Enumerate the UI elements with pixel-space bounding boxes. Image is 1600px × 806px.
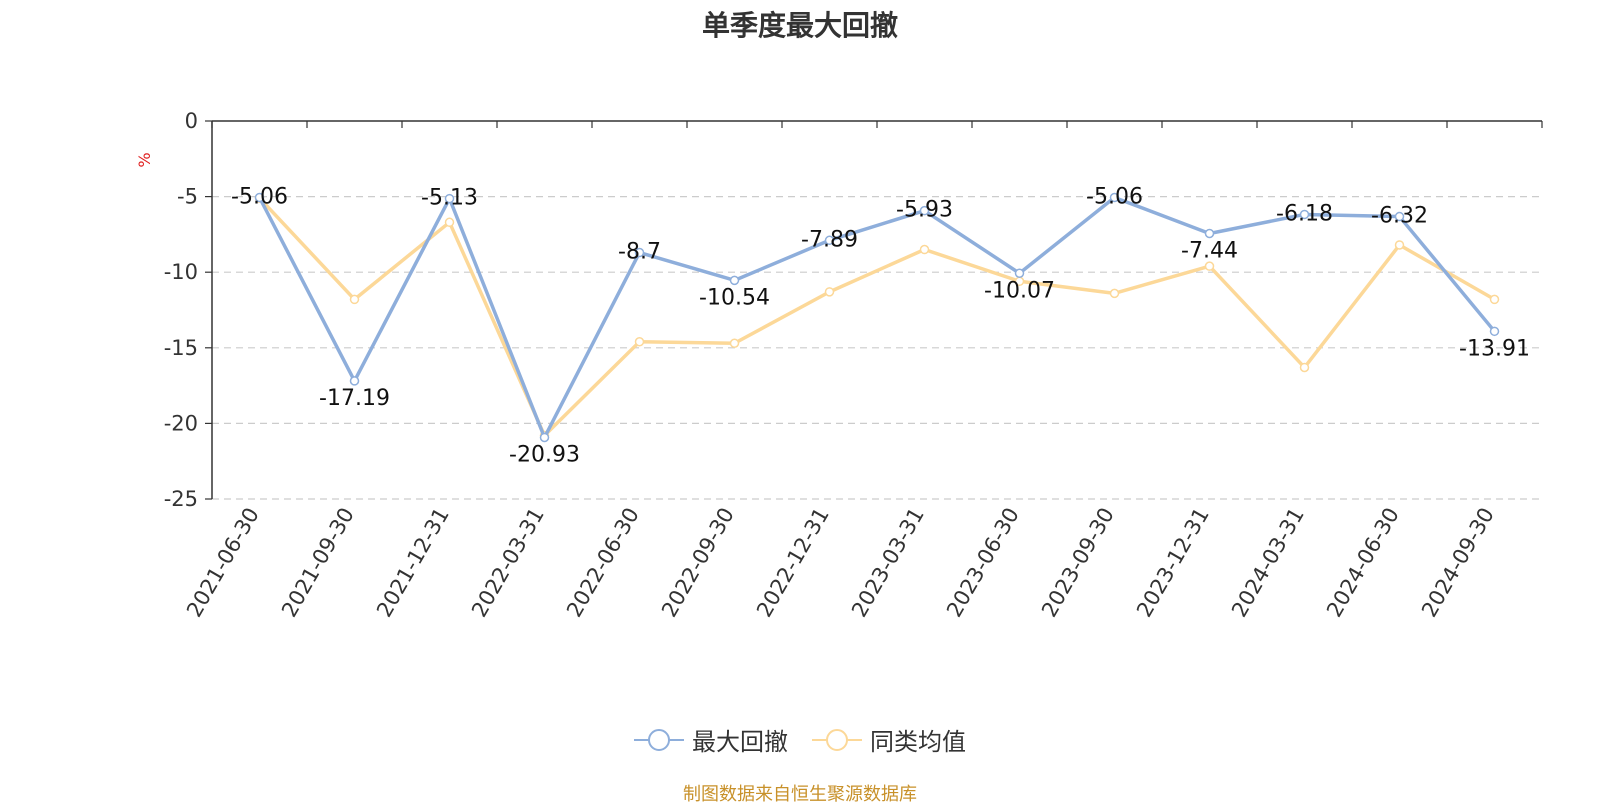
data-label: -5.06 xyxy=(1086,185,1143,210)
data-point xyxy=(1394,240,1405,250)
data-point xyxy=(349,376,360,386)
data-point xyxy=(919,244,930,255)
data-point xyxy=(539,432,550,443)
legend: 最大回撤 同类均值 xyxy=(0,722,1600,757)
data-label: -17.19 xyxy=(319,386,390,411)
legend-marker-icon xyxy=(634,728,684,751)
data-label: -20.93 xyxy=(509,442,580,467)
x-tick-label: 2023-03-31 xyxy=(847,504,929,622)
series-line-1 xyxy=(258,196,1496,438)
x-tick-label: 2024-03-31 xyxy=(1227,504,1309,622)
data-point xyxy=(1204,261,1215,271)
data-point xyxy=(729,275,740,286)
legend-marker-icon xyxy=(812,728,862,751)
legend-label: 最大回撤 xyxy=(692,728,788,756)
y-tick-label: 0 xyxy=(185,109,198,133)
data-point xyxy=(444,193,455,204)
x-tick-label: 2022-09-30 xyxy=(657,504,739,622)
data-label: -8.7 xyxy=(618,240,661,265)
data-point xyxy=(1014,268,1025,279)
x-tick-label: 2023-06-30 xyxy=(942,504,1024,622)
grid-layer xyxy=(212,196,1542,500)
data-point xyxy=(1204,228,1215,239)
x-tick-label: 2023-09-30 xyxy=(1037,504,1119,622)
data-point xyxy=(634,247,645,258)
data-label: -7.44 xyxy=(1181,238,1238,263)
data-label: -5.93 xyxy=(896,198,953,223)
y-tick-label: -20 xyxy=(164,411,198,435)
legend-label: 同类均值 xyxy=(870,728,966,756)
y-tick-label: -10 xyxy=(164,260,198,284)
data-point xyxy=(919,205,930,216)
x-tick-label: 2021-06-30 xyxy=(182,504,264,622)
data-label-layer: -5.06 -17.19 -5.13 -20.93 -8.7 -10.54 -7.89 -5.… xyxy=(231,185,1530,468)
data-label: -6.18 xyxy=(1276,201,1333,226)
x-tick-label: 2023-12-31 xyxy=(1132,504,1214,622)
data-label: -13.91 xyxy=(1459,336,1530,361)
y-tick-label: -15 xyxy=(164,336,198,360)
data-point xyxy=(824,287,835,297)
data-point xyxy=(1299,362,1310,373)
x-tick-label: 2021-09-30 xyxy=(277,504,359,622)
x-tick-label: 2024-06-30 xyxy=(1322,504,1404,622)
x-tick-label: 2022-12-31 xyxy=(752,504,834,622)
data-label: -7.89 xyxy=(801,227,858,252)
data-point xyxy=(1489,326,1500,337)
x-tick-label: 2022-06-30 xyxy=(562,504,644,622)
data-label: -6.32 xyxy=(1371,204,1428,229)
x-tick-label: 2022-03-31 xyxy=(467,504,549,622)
data-label: -10.54 xyxy=(699,285,770,310)
data-label: -5.13 xyxy=(421,186,478,211)
data-point xyxy=(254,192,265,203)
y-tick-label: -25 xyxy=(164,487,198,511)
y-axis-unit-label: % xyxy=(135,152,154,167)
data-point xyxy=(1299,209,1310,220)
chart-title: 单季度最大回撤 xyxy=(701,9,898,42)
data-point xyxy=(444,217,455,228)
legend-item-max-drawdown[interactable]: 最大回撤 xyxy=(634,722,788,757)
data-point xyxy=(1109,192,1120,203)
data-point xyxy=(1109,288,1120,299)
data-point xyxy=(1489,294,1500,305)
data-label: -5.06 xyxy=(231,185,288,210)
y-tick-label: -5 xyxy=(177,185,198,209)
data-point xyxy=(824,235,835,246)
series-layer xyxy=(254,192,1500,443)
x-tick-label: 2024-09-30 xyxy=(1417,504,1499,622)
data-point xyxy=(1394,211,1405,222)
legend-item-peer-average[interactable]: 同类均值 xyxy=(812,722,966,757)
data-label: -10.07 xyxy=(984,278,1055,303)
x-tick-label: 2021-12-31 xyxy=(372,504,454,622)
data-point xyxy=(349,294,360,305)
data-point xyxy=(634,337,645,347)
data-point xyxy=(729,338,740,349)
source-note: 制图数据来自恒生聚源数据库 xyxy=(683,784,917,805)
series-line-0 xyxy=(257,195,1496,440)
